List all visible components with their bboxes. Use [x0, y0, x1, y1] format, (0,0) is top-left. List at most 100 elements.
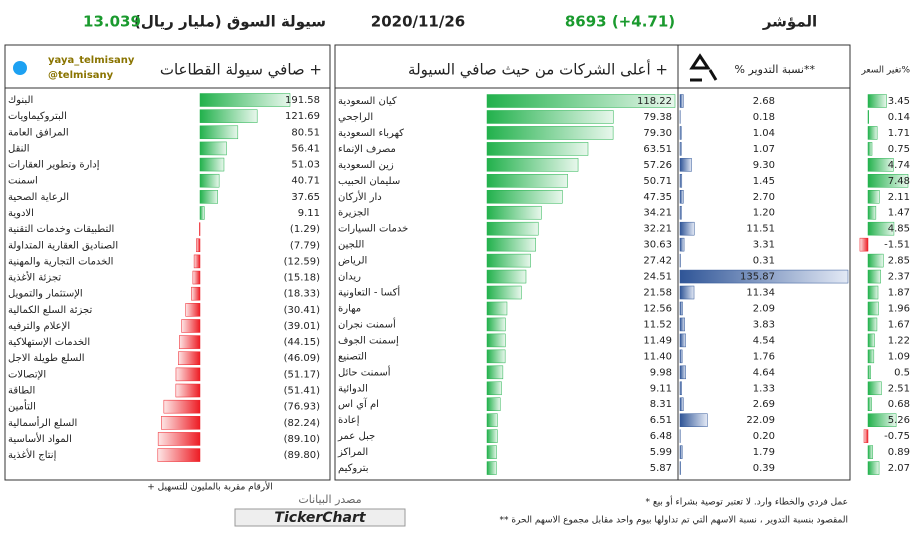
- sector-name: المواد الأساسية: [8, 432, 72, 445]
- sector-value: (89.10): [284, 434, 321, 445]
- turnover-bar: [679, 413, 708, 427]
- net-liquidity: 12.56: [643, 303, 672, 314]
- turnover-bar: [679, 333, 686, 348]
- twitter-icon: [13, 61, 27, 75]
- net-liquidity: 6.51: [650, 415, 672, 426]
- turnover-bar: [679, 445, 683, 459]
- sector-name: الطاقة: [8, 386, 35, 397]
- sector-title: صافي سيولة القطاعات +: [160, 61, 322, 80]
- source-box: [234, 508, 406, 527]
- net-liquidity: 27.42: [643, 256, 672, 267]
- sector-value: (12.59): [284, 256, 321, 267]
- sector-name: الادوية: [8, 208, 34, 219]
- company-name: مهارة: [338, 303, 361, 314]
- sector-value: (46.09): [284, 353, 321, 364]
- source-label: مصدر البيانات: [298, 493, 361, 506]
- sector-name: الصناديق العقارية المتداولة: [8, 240, 118, 251]
- company-name: ام آي اس: [338, 397, 379, 410]
- company-name: الرياض: [338, 256, 367, 267]
- company-name: مصرف الإنماء: [338, 144, 396, 155]
- price-change: 2.07: [888, 463, 910, 474]
- sector-name: البتروكيماويات: [8, 111, 67, 122]
- company-name: سليمان الحبيب: [338, 176, 400, 187]
- bar: [486, 205, 542, 220]
- footnote: ** المقصود بنسبة التدوير ، نسبة الاسهم ا…: [499, 516, 848, 526]
- company-name: ريدان: [338, 272, 361, 283]
- turnover-value: 2.09: [753, 303, 775, 314]
- index-label: المؤشر: [762, 13, 817, 31]
- sector-name: التأمين: [8, 399, 36, 413]
- bar: [867, 397, 872, 411]
- price-change: 7.48: [888, 176, 910, 187]
- sector-value: (89.80): [284, 450, 321, 461]
- sector-name: الرعاية الصحية: [8, 192, 69, 203]
- bar: [196, 238, 201, 253]
- price-change: 4.74: [888, 160, 910, 171]
- bar: [157, 448, 201, 462]
- sector-name: السلع طويلة الاجل: [8, 353, 85, 364]
- bar: [185, 303, 201, 317]
- sector-value: (51.41): [284, 386, 321, 397]
- sector-name: المرافق العامة: [8, 127, 69, 138]
- turnover-bar: [679, 221, 695, 236]
- turnover-value: 0.39: [753, 463, 775, 474]
- sector-name: تجزئة السلع الكمالية: [8, 305, 92, 316]
- turnover-bar: [679, 317, 685, 332]
- bar: [486, 317, 506, 332]
- bar: [157, 432, 201, 446]
- sector-value: (39.01): [284, 321, 321, 332]
- company-name: خدمات السيارات: [338, 224, 408, 235]
- date: 2020/11/26: [371, 13, 465, 31]
- sector-name: الإعلام والترفيه: [8, 321, 70, 332]
- bar: [486, 349, 506, 364]
- turnover-value: 1.76: [753, 351, 775, 362]
- price-change: 1.47: [888, 208, 910, 219]
- sector-name: الإتصالات: [8, 369, 46, 380]
- bar: [867, 317, 878, 332]
- turnover-value: 22.09: [746, 415, 775, 426]
- bar: [199, 125, 239, 140]
- turnover-bar: [679, 269, 849, 284]
- price-change: 1.96: [888, 303, 910, 314]
- liquidity-value: 13.039: [83, 13, 141, 31]
- turnover-value: 2.68: [753, 96, 775, 107]
- sector-panel: [4, 44, 331, 481]
- recycle-icon: [689, 53, 718, 82]
- net-liquidity: 21.58: [643, 288, 672, 299]
- bar: [486, 445, 497, 459]
- bar: [486, 190, 563, 204]
- company-name: كيان السعودية: [338, 96, 397, 107]
- turnover-value: 3.31: [753, 240, 775, 251]
- company-panel: [334, 44, 851, 481]
- net-liquidity: 79.30: [643, 128, 672, 139]
- bar: [867, 381, 882, 396]
- company-name: الراجحي: [338, 112, 373, 123]
- liquidity-label: سيولة السوق (مليار ريال): [134, 13, 326, 31]
- bar: [486, 285, 522, 300]
- sector-name: التطبيقات وخدمات التقنية: [8, 224, 114, 235]
- twitter-at: @telmisany: [48, 70, 114, 81]
- turnover-value: 3.83: [753, 319, 775, 330]
- net-liquidity: 11.49: [643, 335, 672, 346]
- bar: [867, 126, 878, 140]
- bar: [486, 142, 589, 156]
- net-liquidity: 9.11: [650, 383, 672, 394]
- bar: [867, 461, 880, 475]
- bar: [867, 269, 881, 284]
- net-liquidity: 57.26: [643, 160, 672, 171]
- bar: [181, 319, 201, 333]
- net-liquidity: 5.99: [650, 447, 672, 458]
- price-change: -1.51: [884, 240, 910, 251]
- bar: [199, 93, 291, 107]
- bar: [486, 365, 504, 380]
- bar: [867, 333, 875, 348]
- bar: [867, 413, 897, 427]
- bar: [867, 285, 879, 300]
- bar: [867, 142, 873, 156]
- turnover-value: 11.51: [746, 224, 775, 235]
- turnover-value: 9.30: [753, 160, 775, 171]
- turnover-bar: [679, 349, 683, 364]
- turnover-bar: [679, 397, 684, 411]
- sector-name: تجزئة الأغذية: [8, 271, 61, 284]
- bar: [867, 158, 894, 172]
